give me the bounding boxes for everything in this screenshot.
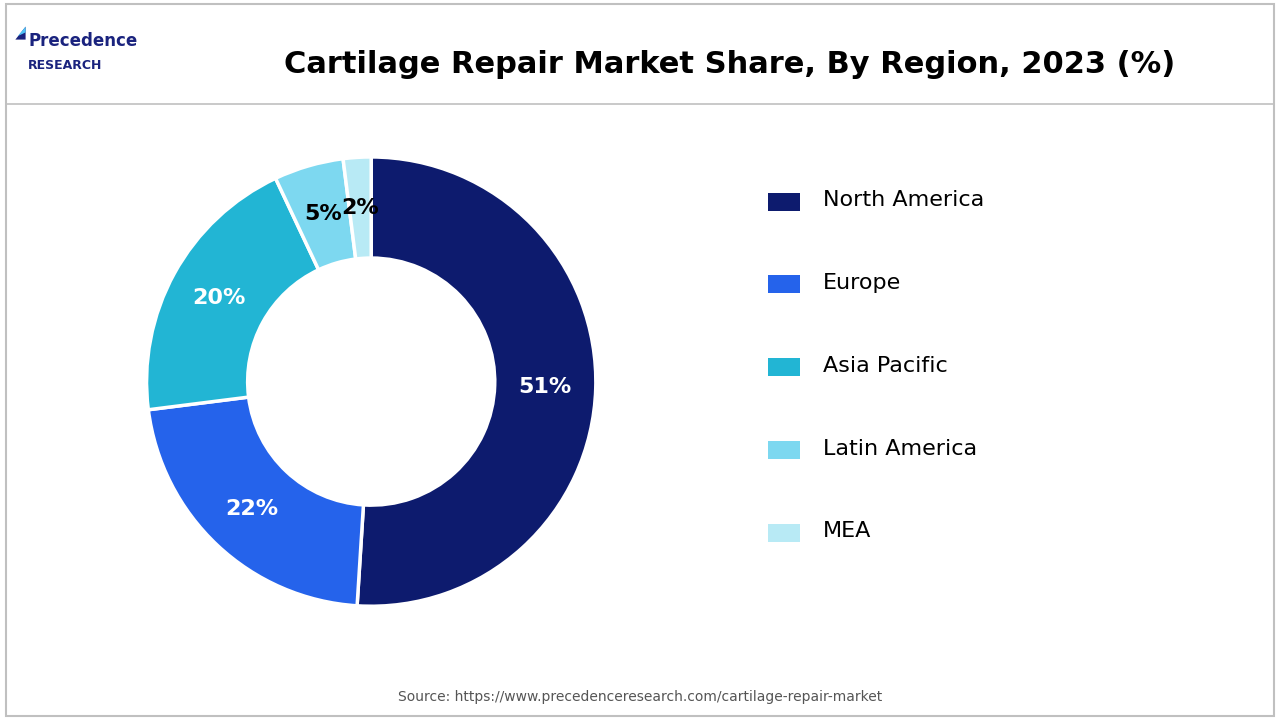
Wedge shape [343, 157, 371, 259]
Text: RESEARCH: RESEARCH [28, 59, 102, 72]
Text: 20%: 20% [192, 288, 246, 307]
Text: North America: North America [823, 190, 984, 210]
Text: Precedence: Precedence [28, 32, 137, 50]
Wedge shape [147, 179, 319, 410]
Wedge shape [275, 158, 356, 270]
Text: Latin America: Latin America [823, 438, 977, 459]
Text: 22%: 22% [225, 498, 279, 518]
Text: 5%: 5% [303, 204, 342, 225]
Text: Source: https://www.precedenceresearch.com/cartilage-repair-market: Source: https://www.precedenceresearch.c… [398, 690, 882, 704]
Text: 2%: 2% [342, 198, 379, 218]
Text: Asia Pacific: Asia Pacific [823, 356, 947, 376]
Text: Europe: Europe [823, 273, 901, 293]
Text: MEA: MEA [823, 521, 872, 541]
Wedge shape [148, 397, 364, 606]
Text: 51%: 51% [518, 377, 572, 397]
Wedge shape [357, 157, 595, 606]
Text: Cartilage Repair Market Share, By Region, 2023 (%): Cartilage Repair Market Share, By Region… [284, 50, 1175, 79]
